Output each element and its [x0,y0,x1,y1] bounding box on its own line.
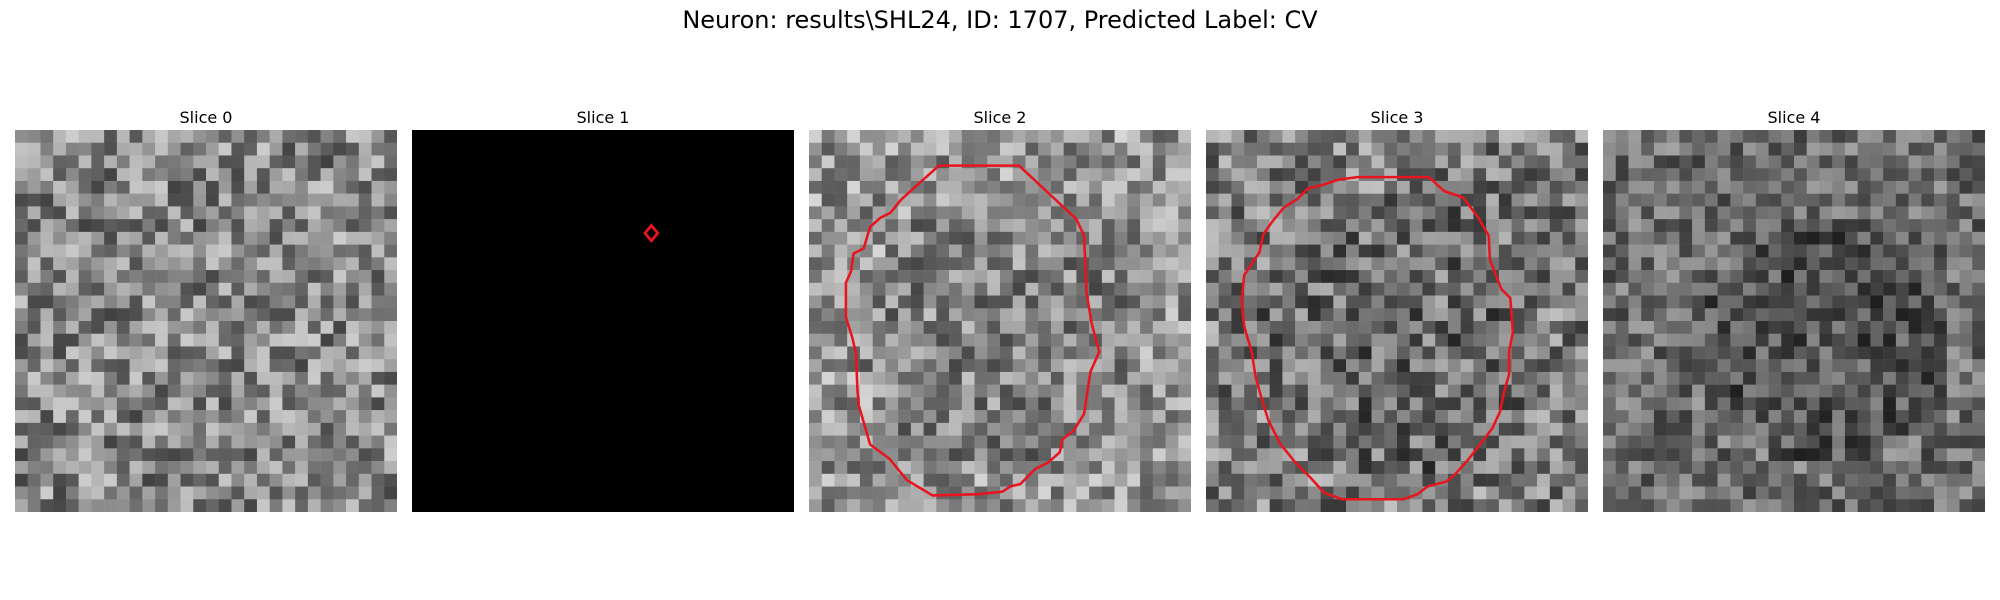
slice-image [1206,130,1588,512]
slice-image [1603,130,1985,512]
slice-title: Slice 0 [179,108,233,127]
slice-image [412,130,794,512]
roi-contour [643,223,660,243]
slice-panel-4: Slice 4 [1603,106,1985,512]
slice-image [809,130,1191,512]
roi-contour [1240,175,1515,501]
slice-title: Slice 4 [1767,108,1821,127]
slice-panel-1: Slice 1 [412,106,794,512]
slice-title: Slice 3 [1370,108,1424,127]
figure-title: Neuron: results\SHL24, ID: 1707, Predict… [682,6,1318,34]
slice-image [15,130,397,512]
black-background [412,130,794,512]
slice-panel-3: Slice 3 [1206,106,1588,512]
slice-title: Slice 1 [576,108,630,127]
roi-contour [844,164,1101,497]
slice-panel-0: Slice 0 [15,106,397,512]
slice-panel-2: Slice 2 [809,106,1191,512]
slice-title: Slice 2 [973,108,1027,127]
